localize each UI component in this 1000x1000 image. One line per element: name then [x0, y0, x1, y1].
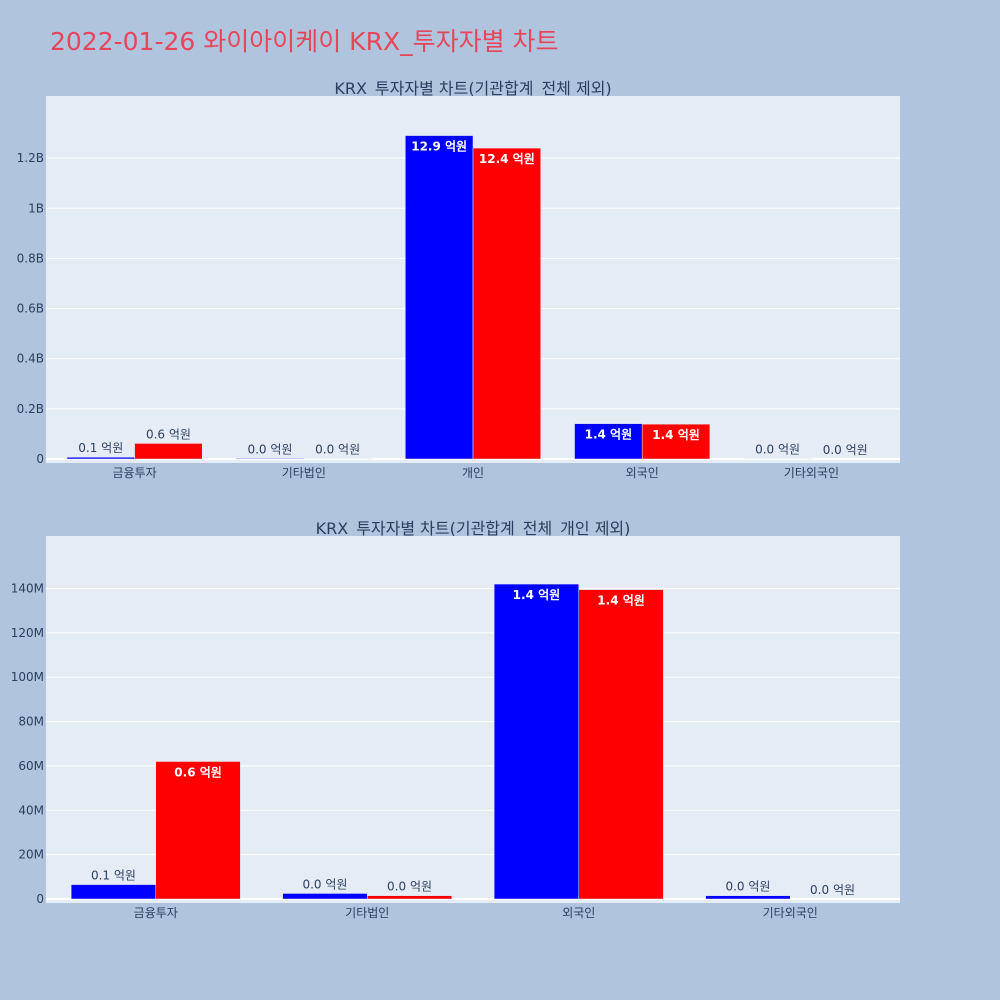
- data-label: 0.1 억원: [78, 441, 123, 455]
- data-label: 0.6 억원: [146, 427, 191, 441]
- data-label: 1.4 억원: [513, 588, 561, 602]
- y-tick-label: 40M: [18, 803, 44, 817]
- x-tick-label: 기타법인: [282, 466, 326, 480]
- bar: [155, 761, 241, 900]
- y-tick-label: 0.6B: [17, 302, 44, 316]
- page-title: 2022-01-26 와이아이케이 KRX_투자자별 차트: [50, 27, 559, 56]
- bar: [574, 423, 643, 460]
- data-label: 0.1 억원: [91, 869, 136, 883]
- bar: [134, 443, 203, 460]
- bar: [578, 589, 664, 900]
- x-tick-label: 외국인: [626, 466, 659, 480]
- x-tick-label: 금융투자: [113, 466, 157, 480]
- chart-investor-excl-institution: KRX_투자자별 차트(기관합계_전체 제외) 0 0.2B 0.4B 0.6B 0.8…: [17, 79, 900, 480]
- y-tick-label: 0.8B: [17, 251, 44, 265]
- y-tick-label: 120M: [11, 626, 44, 640]
- bar: [493, 583, 579, 900]
- x-tick-label: 기타외국인: [784, 466, 839, 480]
- bar: [705, 895, 791, 900]
- x-tick-label: 금융투자: [134, 906, 178, 920]
- data-label: 0.0 억원: [315, 443, 360, 457]
- data-label: 1.4 억원: [585, 428, 633, 442]
- bar: [405, 135, 474, 460]
- y-tick-label: 1B: [28, 201, 44, 215]
- chart-2-plot: 0 20M 40M 60M 80M 100M 120M 140M 0.1 억원 0.6 억원금융투…: [11, 536, 900, 920]
- y-tick-label: 0.4B: [17, 352, 44, 366]
- bar: [235, 458, 305, 460]
- data-label: 1.4 억원: [597, 594, 645, 608]
- bar: [70, 884, 156, 900]
- x-tick-label: 기타외국인: [763, 906, 818, 920]
- bar: [367, 895, 453, 900]
- y-tick-label: 0: [36, 892, 44, 906]
- x-tick-label: 기타법인: [345, 906, 389, 920]
- y-tick-label: 0.2B: [17, 402, 44, 416]
- bar: [472, 147, 541, 460]
- bar: [66, 456, 135, 460]
- x-tick-label: 외국인: [562, 906, 595, 920]
- chart-2-title: KRX_투자자별 차트(기관합계_전체_개인 제외): [316, 519, 631, 539]
- data-label: 12.4 억원: [479, 152, 535, 166]
- data-label: 0.6 억원: [174, 765, 222, 779]
- data-label: 0.0 억원: [755, 443, 800, 457]
- y-tick-label: 0: [36, 452, 44, 466]
- y-tick-label: 1.2B: [17, 151, 44, 165]
- y-tick-label: 20M: [18, 848, 44, 862]
- chart-1-title: KRX_투자자별 차트(기관합계_전체 제외): [334, 79, 611, 99]
- data-label: 0.0 억원: [810, 883, 855, 897]
- data-label: 0.0 억원: [725, 880, 770, 894]
- data-label: 12.9 억원: [411, 140, 467, 154]
- y-tick-label: 80M: [18, 715, 44, 729]
- y-tick-label: 100M: [11, 670, 44, 684]
- y-tick-label: 60M: [18, 759, 44, 773]
- x-tick-label: 개인: [462, 466, 484, 480]
- data-label: 1.4 억원: [652, 428, 700, 442]
- data-label: 0.0 억원: [302, 877, 347, 891]
- bar: [282, 893, 368, 900]
- data-label: 0.0 억원: [247, 442, 292, 456]
- data-label: 0.0 억원: [387, 880, 432, 894]
- y-tick-label: 140M: [11, 582, 44, 596]
- bar: [641, 423, 711, 460]
- chart-investor-excl-institution-individual: KRX_투자자별 차트(기관합계_전체_개인 제외) 0 20M 40M 60M 80M…: [11, 519, 900, 920]
- data-label: 0.0 억원: [823, 443, 868, 457]
